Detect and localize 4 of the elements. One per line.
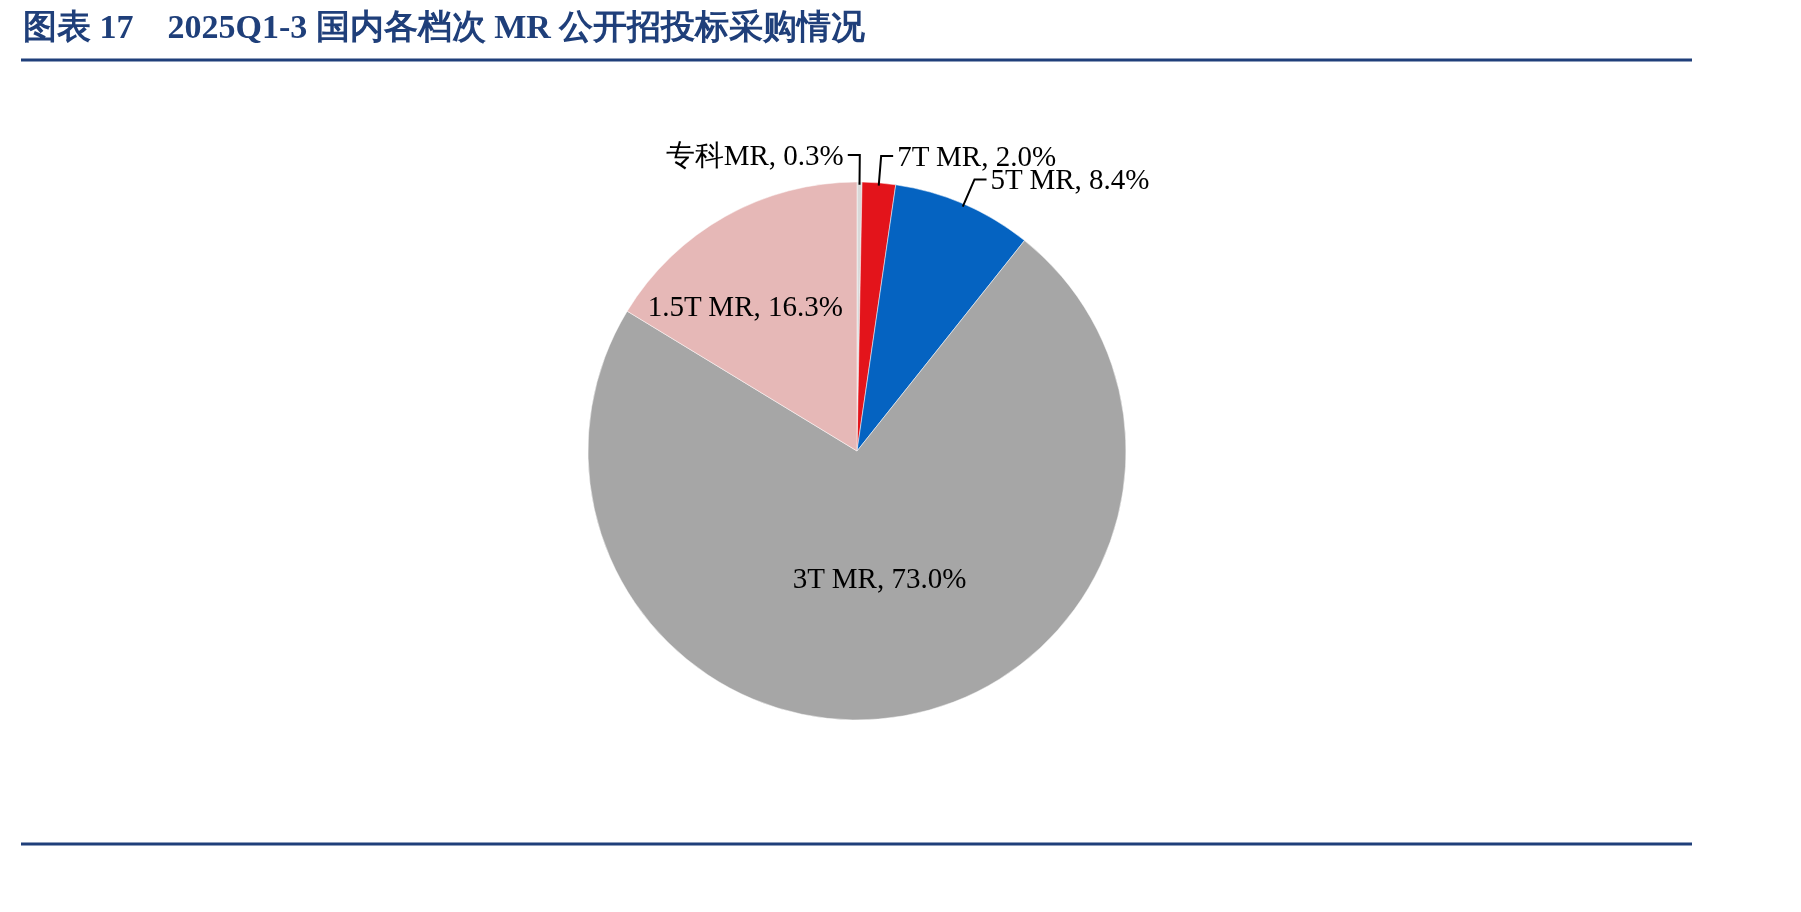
slice-label: 1.5T MR, 16.3% [647, 289, 843, 322]
slice-label: 3T MR, 73.0% [792, 562, 967, 595]
slice-label: 专科MR, 0.3% [665, 139, 844, 172]
title: 图表 17 2025Q1-3 国内各档次 MR 公开招投标采购情况 [23, 8, 866, 45]
